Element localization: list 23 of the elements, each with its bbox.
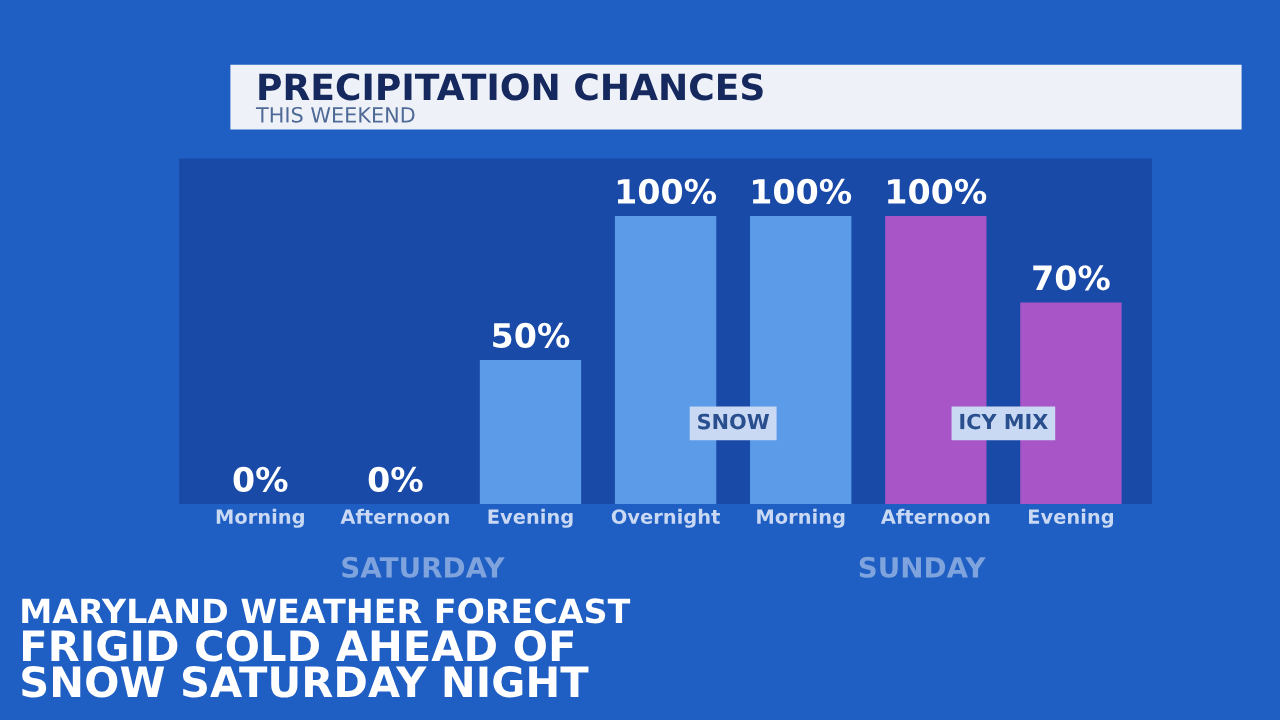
data-label: 100% (617, 178, 717, 204)
x-tick-label: Overnight (611, 508, 720, 528)
x-tick-label: Afternoon (340, 508, 449, 524)
x-tick-label: Morning (216, 508, 304, 528)
data-label: 70% (1033, 265, 1110, 291)
chart-title: PRECIPITATION CHANCES (259, 73, 763, 101)
data-label: 50% (493, 322, 570, 348)
text: FRIGID COLD AHEAD OF (23, 630, 573, 662)
x-tick-label: Evening (488, 508, 573, 528)
text: SUNDAY (859, 556, 986, 578)
data-label: 100% (888, 178, 987, 204)
data-label: 0% (368, 466, 423, 492)
chart-subtitle: THIS WEEKEND (255, 106, 415, 123)
data-label: 0% (233, 466, 288, 492)
annotation: SNOW (698, 413, 770, 430)
x-tick-label: Afternoon (880, 508, 990, 524)
data-label: 100% (752, 178, 852, 204)
annotation: ICY MIX (960, 413, 1048, 430)
text: SATURDAY (342, 556, 505, 578)
x-tick-label: Evening (1029, 508, 1114, 528)
x-tick-label: Morning (757, 508, 845, 528)
text: MARYLAND WEATHER FORECAST (22, 598, 631, 624)
text: SNOW SATURDAY NIGHT (22, 666, 589, 698)
